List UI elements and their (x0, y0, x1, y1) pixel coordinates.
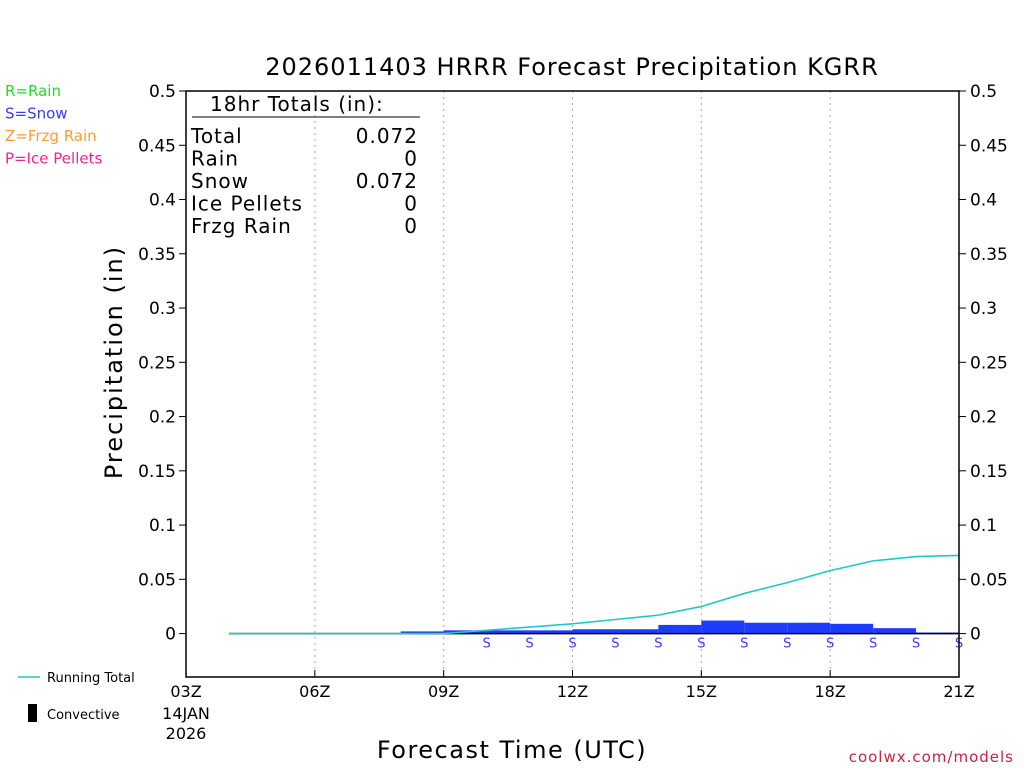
totals-row-label: Rain (191, 147, 239, 171)
series-legend: Running Total Convective (18, 671, 135, 723)
y-tick-label-right: 0.1 (970, 516, 997, 536)
x-tick-label: 18Z (815, 682, 846, 701)
y-tick-label-left: 0.15 (138, 462, 176, 482)
y-tick-label-left: 0.2 (149, 408, 176, 428)
totals-row-label: Frzg Rain (191, 214, 292, 238)
x-tick-label: 15Z (686, 682, 717, 701)
ptype-marker: S (697, 637, 705, 652)
y-tick-label-right: 0.35 (970, 245, 1008, 265)
y-tick-label-left: 0.1 (149, 516, 176, 536)
totals-box: 18hr Totals (in): Total 0.072 Rain 0 Snow 0.07… (190, 92, 420, 238)
x-tick-label: 03Z (170, 682, 201, 701)
snow-bar (400, 631, 444, 634)
ptype-marker: S (912, 637, 920, 652)
y-tick-label-left: 0.05 (138, 570, 176, 590)
totals-row-value: 0 (404, 214, 418, 238)
totals-row-value: 0.072 (356, 124, 418, 148)
convective-swatch (28, 704, 37, 722)
y-tick-label-right: 0.3 (970, 299, 997, 319)
y-tick-label-left: 0.45 (138, 136, 176, 156)
x-tick-label: 21Z (943, 682, 974, 701)
convective-legend-label: Convective (47, 708, 120, 723)
y-tick-label-right: 0.2 (970, 408, 997, 428)
y-tick-label-right: 0.45 (970, 136, 1008, 156)
grid-lines (314, 91, 831, 677)
y-tick-label-right: 0.5 (970, 82, 997, 102)
x-tick-label: 09Z (428, 682, 459, 701)
snow-bar (572, 629, 616, 634)
totals-row-value: 0 (404, 192, 418, 216)
snow-bar (701, 620, 745, 634)
ptype-legend-item: S=Snow (5, 105, 68, 123)
ptype-marker: S (568, 637, 576, 652)
x-tick-label: 06Z (299, 682, 330, 701)
y-axis-label: Precipitation (in) (100, 245, 128, 479)
ptype-marker: S (654, 637, 662, 652)
totals-row-label: Ice Pellets (191, 192, 303, 216)
y-tick-label-right: 0.25 (970, 353, 1008, 373)
snow-bar (486, 630, 530, 634)
running-total-line (228, 554, 960, 635)
totals-row-label: Snow (191, 169, 249, 193)
ptype-marker: S (525, 637, 533, 652)
ptype-marker: S (783, 637, 791, 652)
ptype-legend: R=Rain S=Snow Z=Frzg Rain P=Ice Pellets (5, 82, 102, 168)
ptype-marker: S (611, 637, 619, 652)
totals-header: 18hr Totals (in): (210, 92, 384, 116)
snow-bar (787, 622, 831, 634)
y-tick-label-left: 0.3 (149, 299, 176, 319)
totals-row-value: 0 (404, 147, 418, 171)
y-tick-label-right: 0.15 (970, 462, 1008, 482)
y-axis-right: 0.5 0.45 0.4 0.35 0.3 0.25 0.2 0.15 0.1 0.05 0 (959, 82, 1008, 645)
ptype-legend-item: Z=Frzg Rain (5, 127, 97, 145)
y-tick-label-left: 0.4 (149, 191, 176, 211)
y-tick-label-left: 0.35 (138, 245, 176, 265)
snow-bar (615, 629, 659, 634)
y-axis-left: 0.5 0.45 0.4 0.35 0.3 0.25 0.2 0.15 0.1 0.05 0 (138, 82, 186, 645)
credit-text: coolwx.com/models (849, 748, 1014, 766)
ptype-marker: S (482, 637, 490, 652)
y-tick-label-right: 0 (970, 625, 981, 645)
snow-bar (744, 622, 788, 634)
totals-row-label: Total (190, 124, 243, 148)
running-total-group (228, 554, 960, 635)
y-tick-label-left: 0.25 (138, 353, 176, 373)
x-tick-year: 2026 (166, 724, 207, 743)
ptype-marker: S (740, 637, 748, 652)
snow-bar (830, 623, 874, 634)
snow-bar (529, 630, 573, 634)
y-tick-label-left: 0 (165, 625, 176, 645)
snow-bar (873, 628, 917, 634)
x-tick-label: 12Z (557, 682, 588, 701)
snow-bar (658, 624, 702, 634)
ptype-marker: S (869, 637, 877, 652)
y-tick-label-left: 0.5 (149, 82, 176, 102)
y-tick-label-right: 0.05 (970, 570, 1008, 590)
totals-row-value: 0.072 (356, 169, 418, 193)
x-tick-date: 14JAN (162, 704, 210, 723)
ptype-marker: S (826, 637, 834, 652)
x-axis-label: Forecast Time (UTC) (377, 736, 647, 764)
ptype-legend-item: P=Ice Pellets (5, 150, 102, 168)
y-tick-label-right: 0.4 (970, 191, 997, 211)
running-total-legend-label: Running Total (47, 671, 135, 686)
snow-bars (400, 620, 959, 634)
chart-title: 2026011403 HRRR Forecast Precipitation K… (265, 53, 879, 81)
ptype-legend-item: R=Rain (5, 82, 61, 100)
